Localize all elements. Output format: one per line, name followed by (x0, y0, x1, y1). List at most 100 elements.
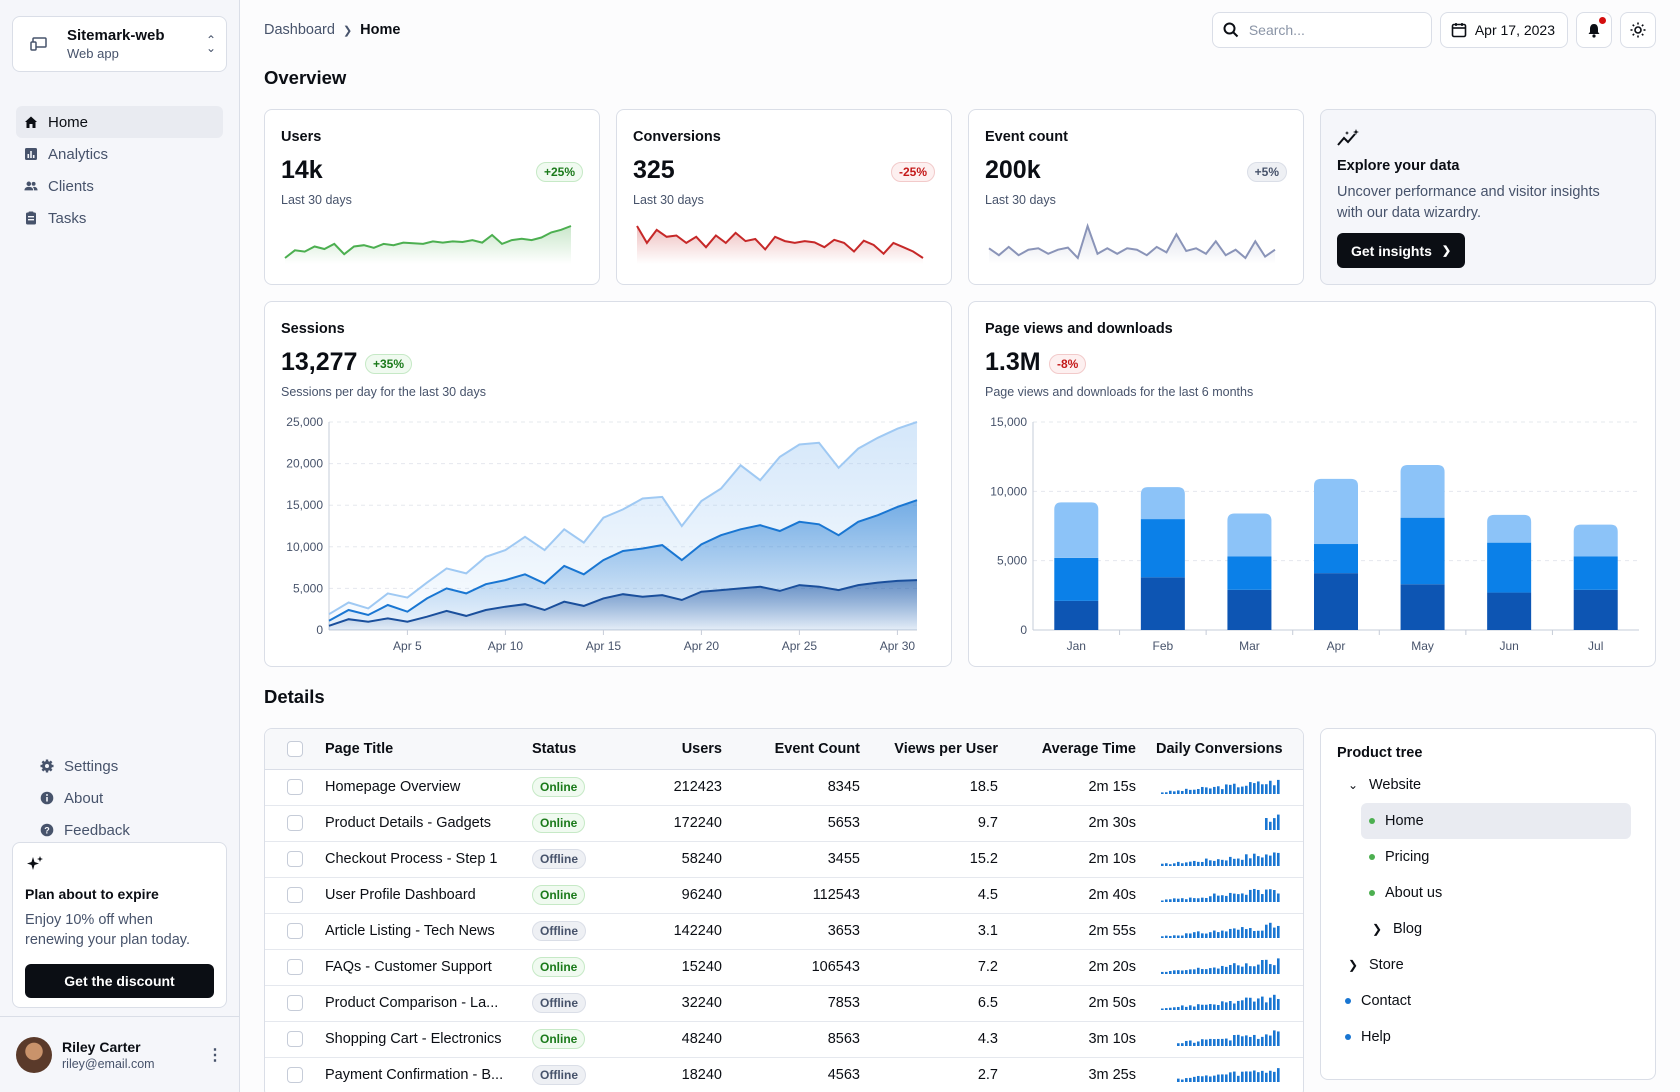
spark-bar (1185, 788, 1188, 794)
spark-bar (1189, 897, 1192, 902)
spark-bar (1161, 971, 1164, 974)
spark-bar (1201, 1004, 1204, 1010)
table-row[interactable]: Product Comparison - La... Offline 32240 78… (265, 985, 1303, 1022)
tree-item-website[interactable]: ⌄ Website (1337, 767, 1639, 803)
chevron-right-icon[interactable]: ❯ (1347, 958, 1359, 972)
table-row[interactable]: Payment Confirmation - B... Offline 18240 4… (265, 1057, 1303, 1092)
spark-bar (1245, 894, 1248, 902)
tree-item-blog[interactable]: ❯ Blog (1361, 911, 1639, 947)
col-users[interactable]: Users (642, 729, 722, 770)
bar-segment (1140, 487, 1185, 520)
tree-item-store[interactable]: ❯ Store (1337, 947, 1639, 983)
select-all-checkbox[interactable] (287, 740, 303, 757)
search-icon (1223, 22, 1239, 38)
daily-conversions-sparkbar (1161, 852, 1280, 866)
top-bar: Dashboard ❯ Home Search... Apr 17, 2023 (264, 12, 1656, 48)
sparkle-icon (27, 856, 43, 870)
spark-bar (1261, 784, 1264, 794)
row-checkbox[interactable] (287, 815, 303, 832)
row-checkbox[interactable] (287, 1031, 303, 1048)
chevron-down-icon[interactable]: ⌄ (1347, 778, 1359, 792)
sparkline-area (285, 226, 571, 264)
sidebar-item-analytics[interactable]: Analytics (16, 138, 223, 170)
get-discount-button[interactable]: Get the discount (25, 964, 214, 998)
table-row[interactable]: Homepage Overview Online 212423 8345 18.5 2m … (265, 769, 1303, 806)
sidebar-item-settings[interactable]: Settings (32, 750, 207, 782)
tree-item-pricing[interactable]: Pricing (1361, 839, 1639, 875)
spark-bar (1277, 852, 1280, 866)
spark-bar (1273, 818, 1276, 830)
spark-bar (1189, 1005, 1192, 1010)
row-checkbox[interactable] (287, 1067, 303, 1084)
spark-bar (1221, 1001, 1224, 1010)
sidebar-item-about[interactable]: About (32, 782, 207, 814)
table-row[interactable]: Article Listing - Tech News Offline 142240… (265, 913, 1303, 950)
avatar[interactable] (16, 1036, 52, 1073)
search-input[interactable]: Search... (1211, 12, 1432, 48)
spark-bar (1201, 1039, 1204, 1046)
sidebar-item-clients[interactable]: Clients (16, 170, 223, 202)
spark-bar (1253, 966, 1256, 974)
breadcrumb-dashboard[interactable]: Dashboard (264, 22, 335, 38)
row-checkbox[interactable] (287, 779, 303, 796)
table-row[interactable]: Checkout Process - Step 1 Offline 58240 345… (265, 841, 1303, 878)
spark-bar (1233, 1003, 1236, 1010)
spark-bar (1193, 1076, 1196, 1082)
table-row[interactable]: Shopping Cart - Electronics Online 48240 85… (265, 1021, 1303, 1058)
tree-item-contact[interactable]: Contact (1337, 983, 1639, 1019)
sidebar-item-feedback[interactable]: ? Feedback (32, 814, 207, 846)
table-row[interactable]: Product Details - Gadgets Online 172240 565… (265, 805, 1303, 842)
x-tick-label: Mar (1239, 639, 1260, 653)
bar-segment (1400, 584, 1445, 630)
get-insights-button[interactable]: Get insights ❯ (1337, 233, 1466, 268)
tree-item-help[interactable]: Help (1337, 1019, 1639, 1055)
stat-trend-badge: -25% (890, 162, 935, 182)
search-placeholder: Search... (1248, 22, 1305, 38)
bar-segment (1400, 464, 1445, 518)
spark-bar (1177, 1078, 1180, 1082)
cell-event-count: 8345 (722, 769, 860, 806)
table-row[interactable]: User Profile Dashboard Online 96240 112543 4… (265, 877, 1303, 914)
tree-item-about-us[interactable]: About us (1361, 875, 1639, 911)
more-vert-icon[interactable]: ⋮ (207, 1046, 223, 1064)
y-tick-label: 10,000 (990, 484, 1027, 498)
spark-bar (1257, 856, 1260, 866)
col-average-time[interactable]: Average Time (998, 729, 1136, 770)
row-checkbox[interactable] (287, 923, 303, 940)
col-views-per-user[interactable]: Views per User (860, 729, 998, 770)
date-picker-button[interactable]: Apr 17, 2023 (1439, 12, 1568, 48)
dot-icon (1369, 890, 1375, 896)
sidebar-item-tasks[interactable]: Tasks (16, 202, 223, 234)
row-checkbox[interactable] (287, 887, 303, 904)
stat-sub: Last 30 days (281, 193, 352, 207)
cell-page-title: Product Details - Gadgets (325, 805, 532, 842)
home-icon (24, 115, 38, 129)
col-page-title[interactable]: Page Title (325, 729, 532, 770)
sessions-card: Sessions 13,277 +35% Sessions per day fo… (264, 301, 952, 667)
notification-dot (1599, 17, 1606, 24)
cell-page-title: Checkout Process - Step 1 (325, 841, 532, 878)
theme-toggle-button[interactable] (1620, 12, 1656, 48)
row-checkbox-cell (265, 1021, 325, 1058)
row-checkbox[interactable] (287, 851, 303, 868)
table-row[interactable]: FAQs - Customer Support Online 15240 106543… (265, 949, 1303, 986)
col-status[interactable]: Status (532, 729, 642, 770)
spark-bar (1169, 864, 1172, 866)
y-tick-label: 15,000 (286, 498, 323, 512)
row-checkbox[interactable] (287, 959, 303, 976)
site-selector[interactable]: Sitemark-web Web app ⌃ ⌄ (12, 16, 227, 72)
chevron-right-icon[interactable]: ❯ (1371, 922, 1383, 936)
notifications-button[interactable] (1576, 12, 1612, 48)
sidebar-item-home[interactable]: Home (16, 106, 223, 138)
spark-bar (1269, 922, 1272, 938)
col-event-count[interactable]: Event Count (722, 729, 860, 770)
col-daily-conversions[interactable]: Daily Conversions (1136, 729, 1303, 770)
row-checkbox[interactable] (287, 995, 303, 1012)
table-header-row: Page Title Status Users Event Count View… (265, 729, 1303, 770)
spark-bar (1185, 1006, 1188, 1010)
tree-item-home[interactable]: Home (1361, 803, 1631, 839)
spark-bar (1253, 1001, 1256, 1010)
daily-conversions-sparkbar (1177, 1030, 1280, 1046)
people-icon (24, 179, 38, 193)
stat-value: 14k (281, 156, 323, 184)
